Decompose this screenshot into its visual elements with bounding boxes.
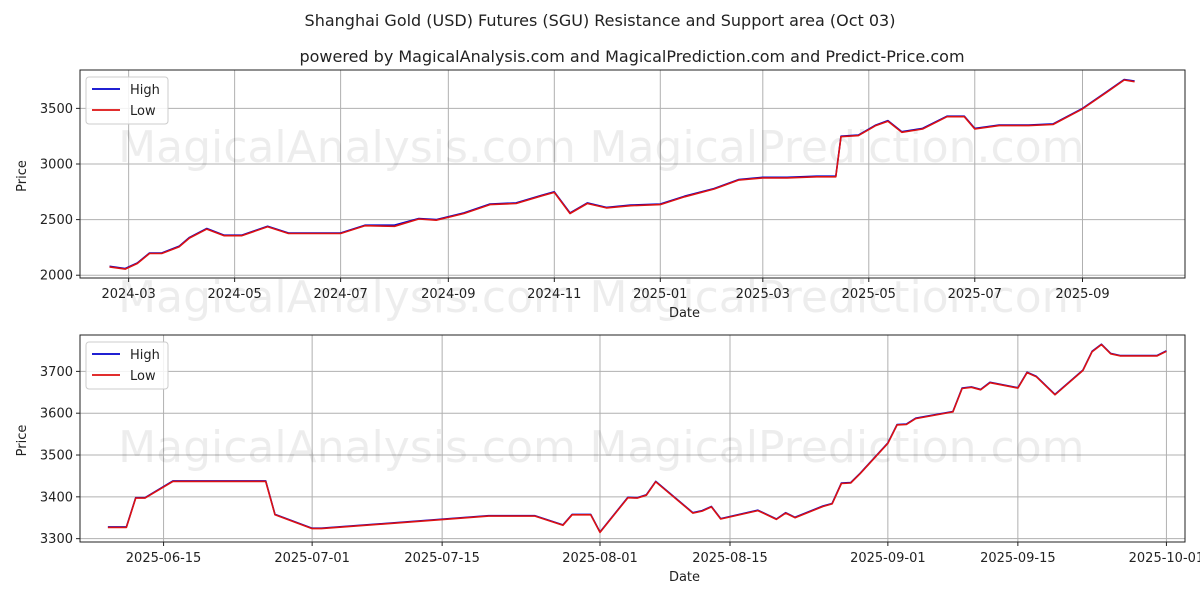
x-tick-label: 2024-11 <box>527 287 581 302</box>
legend: High Low <box>85 341 169 390</box>
x-tick-label: 2025-07-15 <box>404 551 480 566</box>
y-axis-label: Price <box>15 160 30 192</box>
series-line-high <box>109 78 1135 270</box>
legend: High Low <box>85 76 169 125</box>
y-tick-label: 3500 <box>40 102 73 117</box>
chart-title: Shanghai Gold (USD) Futures (SGU) Resist… <box>305 11 896 30</box>
plot-frame <box>79 334 1186 543</box>
x-tick-label: 2024-07 <box>313 287 367 302</box>
x-tick-label: 2025-05 <box>842 287 896 302</box>
x-tick-label: 2025-07-01 <box>274 551 350 566</box>
x-tick-label: 2025-08-15 <box>692 551 768 566</box>
x-tick-label: 2025-09-15 <box>980 551 1056 566</box>
x-tick-label: 2025-09 <box>1055 287 1109 302</box>
legend-entry: Low <box>130 104 156 119</box>
watermark: MagicalAnalysis.com <box>118 122 576 173</box>
x-tick-label: 2025-07 <box>948 287 1002 302</box>
legend-entry: High <box>130 348 160 363</box>
y-tick-label: 3700 <box>40 365 73 380</box>
plot-frame <box>79 69 1186 279</box>
x-tick-label: 2024-09 <box>421 287 475 302</box>
legend-entry: High <box>130 83 160 98</box>
x-axis-label: Date <box>669 306 700 321</box>
x-tick-label: 2025-01 <box>633 287 687 302</box>
chart-subtitle: powered by MagicalAnalysis.com and Magic… <box>299 47 964 66</box>
x-tick-label: 2024-05 <box>207 287 261 302</box>
x-tick-label: 2025-03 <box>736 287 790 302</box>
x-tick-label: 2025-06-15 <box>126 551 202 566</box>
series-line-low <box>107 343 1167 534</box>
x-tick-label: 2025-09-01 <box>850 551 926 566</box>
watermark: MagicalPrediction.com <box>590 272 1085 323</box>
x-tick-label: 2024-03 <box>101 287 155 302</box>
y-tick-label: 2000 <box>40 269 73 284</box>
top-chart: 2024-03 2024-05 2024-07 2024-09 2024-11 2025-… <box>15 69 1186 323</box>
y-tick-label: 3400 <box>40 490 73 505</box>
y-tick-label: 3600 <box>40 407 73 422</box>
y-tick-label: 3500 <box>40 449 73 464</box>
x-tick-label: 2025-08-01 <box>562 551 638 566</box>
watermark: MagicalAnalysis.com <box>118 422 576 473</box>
y-axis-label: Price <box>15 425 30 457</box>
y-tick-label: 2500 <box>40 213 73 228</box>
watermark: MagicalAnalysis.com <box>118 272 576 323</box>
y-tick-label: 3300 <box>40 532 73 547</box>
bottom-chart: 2025-06-15 2025-07-01 2025-07-15 2025-08-01… <box>15 334 1200 585</box>
legend-entry: Low <box>130 369 156 384</box>
watermark: MagicalPrediction.com <box>590 422 1085 473</box>
x-axis-label: Date <box>669 570 700 585</box>
series-line-low <box>109 79 1135 270</box>
y-tick-label: 3000 <box>40 157 73 172</box>
x-tick-label: 2025-10-01 <box>1129 551 1200 566</box>
